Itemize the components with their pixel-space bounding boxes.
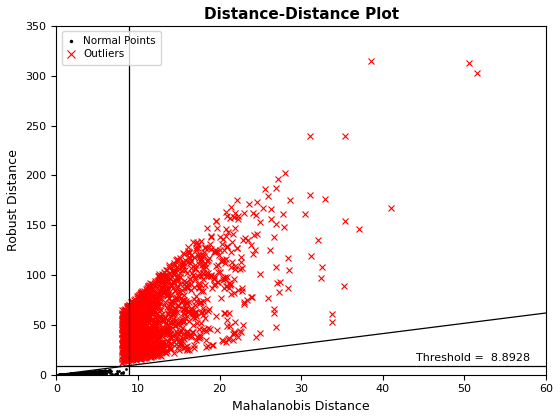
Outliers [148, 284, 155, 289]
Normal Points [58, 372, 65, 377]
Y-axis label: Robust Distance: Robust Distance [7, 150, 20, 251]
X-axis label: Mahalanobis Distance: Mahalanobis Distance [232, 400, 370, 413]
Outliers [194, 281, 201, 286]
Line: Normal Points: Normal Points [55, 368, 127, 376]
Outliers [119, 360, 125, 365]
Normal Points [57, 372, 64, 377]
Normal Points [65, 372, 72, 377]
Normal Points [53, 372, 60, 377]
Text: Threshold =  8.8928: Threshold = 8.8928 [416, 353, 530, 363]
Outliers [473, 70, 480, 75]
Normal Points [54, 372, 60, 377]
Outliers [158, 344, 165, 349]
Outliers [121, 307, 128, 312]
Line: Outliers: Outliers [119, 58, 479, 365]
Outliers [367, 58, 374, 63]
Normal Points [91, 369, 97, 374]
Legend: Normal Points, Outliers: Normal Points, Outliers [62, 31, 161, 65]
Normal Points [84, 371, 91, 376]
Outliers [181, 251, 188, 256]
Normal Points [70, 371, 77, 376]
Outliers [148, 333, 155, 338]
Normal Points [60, 372, 67, 377]
Outliers [146, 282, 153, 287]
Title: Distance-Distance Plot: Distance-Distance Plot [204, 7, 399, 22]
Normal Points [122, 366, 129, 371]
